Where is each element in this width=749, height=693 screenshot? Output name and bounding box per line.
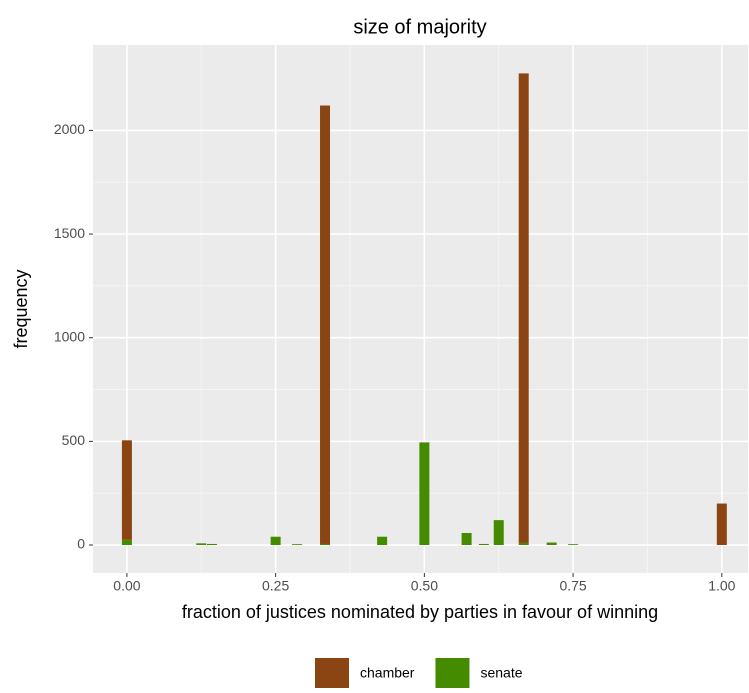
y-tick-label: 500 [62, 432, 86, 448]
bar [461, 532, 472, 546]
bar [320, 543, 331, 546]
bar [121, 440, 132, 540]
bar [518, 73, 529, 543]
bar [292, 544, 303, 546]
bar [568, 544, 579, 546]
legend-label: senate [480, 665, 522, 681]
y-axis-label: frequency [11, 269, 31, 348]
bar [419, 442, 430, 546]
bar [546, 542, 557, 546]
bar [478, 543, 489, 546]
x-axis-label: fraction of justices nominated by partie… [182, 602, 658, 622]
bar [270, 536, 281, 546]
y-tick-label: 0 [77, 536, 85, 552]
x-tick-label: 0.00 [113, 578, 140, 594]
y-tick-label: 2000 [54, 121, 85, 137]
x-tick-label: 0.75 [559, 578, 586, 594]
legend-label: chamber [360, 665, 415, 681]
bar [377, 536, 388, 546]
bar [121, 539, 132, 546]
y-tick-label: 1000 [54, 328, 85, 344]
legend-swatch [435, 658, 470, 688]
legend-swatch [315, 658, 349, 688]
x-tick-label: 0.25 [262, 578, 289, 594]
y-tick-label: 1500 [54, 225, 85, 241]
x-tick-label: 0.50 [411, 578, 438, 594]
bar [493, 520, 504, 546]
bar [716, 503, 727, 546]
bar [320, 105, 331, 544]
bar [518, 542, 529, 546]
chart-title: size of majority [353, 16, 486, 38]
bar [206, 543, 217, 546]
x-tick-label: 1.00 [708, 578, 735, 594]
bar [196, 543, 207, 546]
